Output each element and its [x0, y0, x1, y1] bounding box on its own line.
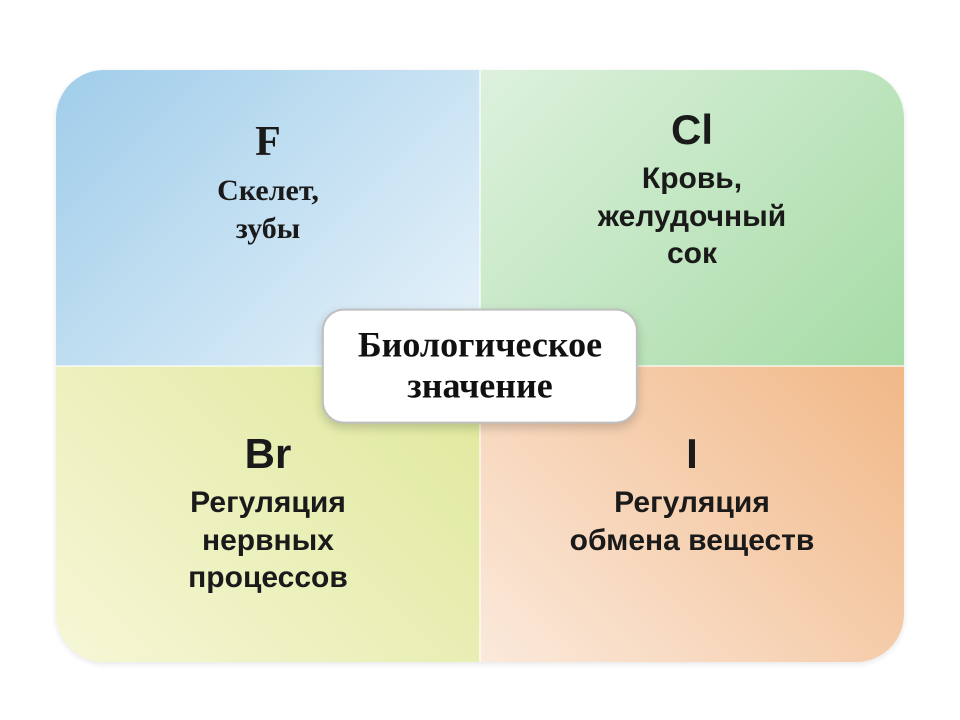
element-desc-i: Регуляция обмена веществ — [570, 484, 815, 559]
element-symbol-br: Br — [245, 430, 292, 478]
element-desc-br: Регуляция нервных процессов — [188, 484, 348, 597]
element-symbol-i: I — [686, 430, 698, 478]
element-symbol-f: F — [255, 118, 281, 166]
diagram-stage: F Скелет, зубы Cl Кровь, желудочный сок … — [0, 0, 960, 720]
element-desc-f: Скелет, зубы — [217, 172, 319, 247]
element-symbol-cl: Cl — [671, 106, 713, 154]
quadrant-grid: F Скелет, зубы Cl Кровь, желудочный сок … — [56, 70, 904, 662]
center-badge: Биологическое значение — [322, 309, 638, 424]
center-label: Биологическое значение — [358, 325, 602, 408]
element-desc-cl: Кровь, желудочный сок — [598, 160, 786, 273]
